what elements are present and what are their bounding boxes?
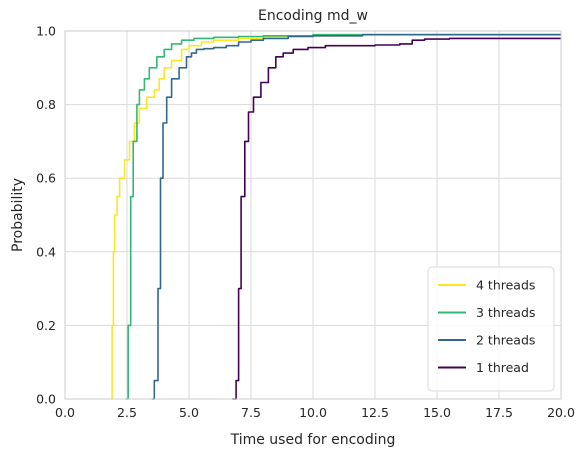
legend: 4 threads 3 threads 2 threads 1 thread: [427, 266, 555, 392]
x-tick-label: 2.5: [117, 405, 137, 420]
grid: [64, 30, 562, 400]
x-tick-label: 7.5: [241, 405, 261, 420]
series-line-2: [125, 33, 561, 400]
y-tick-label: 0.8: [36, 97, 56, 112]
y-tick-label: 1.0: [36, 24, 56, 39]
legend-label: 2 threads: [476, 333, 535, 348]
y-tick-label: 0.2: [36, 318, 56, 333]
legend-label: 4 threads: [476, 278, 535, 293]
x-tick-label: 10.0: [299, 405, 327, 420]
legend-label: 3 threads: [476, 305, 535, 320]
y-tick-label: 0.4: [36, 244, 56, 259]
x-tick-label: 17.5: [485, 405, 513, 420]
y-tick-label: 0.6: [36, 171, 56, 186]
y-tick-label: 0.0: [36, 392, 56, 407]
plot-frame: [64, 30, 562, 400]
x-tick-label: 15.0: [423, 405, 451, 420]
x-tick-label: 0.0: [55, 405, 75, 420]
legend-box: [427, 266, 555, 392]
tick-labels: 0.0 2.5 5.0 7.5 10.0 12.5 15.0 17.5 20.0 0.0 0.2 0.…: [36, 24, 575, 421]
x-tick-label: 5.0: [179, 405, 199, 420]
series-line-1: [110, 33, 561, 400]
legend-label: 1 thread: [476, 360, 529, 375]
series-line-3: [151, 33, 561, 400]
x-tick-label: 20.0: [547, 405, 575, 420]
y-axis-title: Probability: [10, 178, 26, 252]
x-axis-title: Time used for encoding: [230, 432, 396, 448]
series-layer: [110, 33, 561, 400]
x-tick-label: 12.5: [361, 405, 389, 420]
chart-title: Encoding md_w: [258, 8, 368, 24]
series-line-4: [232, 37, 561, 400]
